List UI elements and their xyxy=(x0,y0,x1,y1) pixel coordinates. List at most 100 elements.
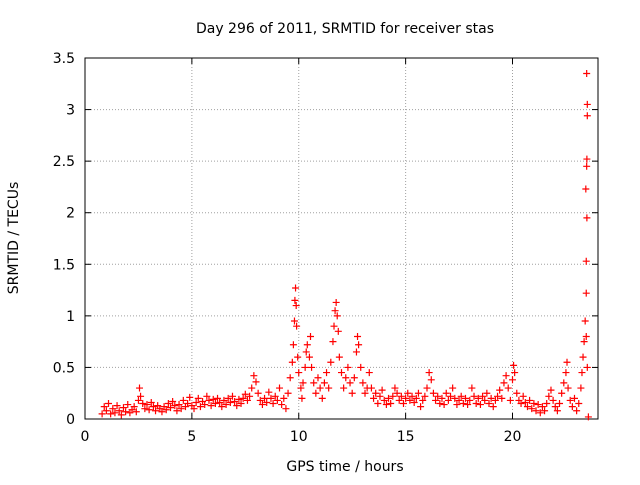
data-point xyxy=(582,185,590,193)
data-point xyxy=(290,317,298,325)
data-point xyxy=(243,396,251,404)
data-point xyxy=(496,386,504,394)
data-point xyxy=(376,392,384,400)
data-point xyxy=(583,155,591,163)
data-point xyxy=(564,384,572,392)
data-point xyxy=(457,392,465,400)
data-point xyxy=(152,407,160,415)
data-point xyxy=(211,400,219,408)
data-point xyxy=(288,358,296,366)
x-tick-label: 20 xyxy=(504,429,522,445)
data-point xyxy=(355,341,363,349)
data-point xyxy=(332,298,340,306)
data-point xyxy=(298,394,306,402)
data-point xyxy=(186,393,194,401)
data-point xyxy=(271,392,279,400)
data-point xyxy=(119,404,127,412)
data-point xyxy=(459,400,467,408)
data-point xyxy=(504,384,512,392)
data-point xyxy=(147,398,155,406)
data-point xyxy=(241,390,249,398)
data-point xyxy=(380,396,388,404)
data-point xyxy=(130,403,138,411)
data-point xyxy=(367,384,375,392)
data-point xyxy=(139,400,147,408)
data-point xyxy=(192,398,200,406)
x-axis-label: GPS time / hours xyxy=(286,459,403,475)
data-point xyxy=(513,389,521,397)
data-point xyxy=(357,363,365,371)
data-point xyxy=(575,400,583,408)
y-tick-label: 0 xyxy=(66,412,75,428)
data-point xyxy=(136,384,144,392)
data-point xyxy=(372,389,380,397)
data-point xyxy=(100,403,108,411)
data-point xyxy=(397,392,405,400)
data-point xyxy=(354,332,362,340)
data-point xyxy=(145,406,153,414)
data-point xyxy=(365,369,373,377)
data-point xyxy=(547,386,555,394)
data-point xyxy=(378,386,386,394)
data-point xyxy=(323,369,331,377)
data-point xyxy=(222,401,230,409)
data-point xyxy=(297,384,305,392)
data-point xyxy=(385,394,393,402)
data-point xyxy=(511,369,519,377)
data-point xyxy=(474,394,482,402)
data-point xyxy=(226,398,234,406)
data-point xyxy=(541,407,549,415)
data-point xyxy=(334,327,342,335)
data-point xyxy=(269,400,277,408)
data-point xyxy=(248,384,256,392)
data-point xyxy=(582,257,590,265)
data-point xyxy=(562,369,570,377)
data-point xyxy=(425,369,433,377)
data-point xyxy=(137,392,145,400)
data-point xyxy=(573,407,581,415)
data-point xyxy=(558,389,566,397)
data-point xyxy=(472,400,480,408)
data-point xyxy=(235,395,243,403)
data-point xyxy=(563,358,571,366)
y-tick-label: 1 xyxy=(66,309,75,325)
data-point xyxy=(292,302,300,310)
data-point xyxy=(442,389,450,397)
y-axis-label: SRMTID / TECUs xyxy=(6,182,22,295)
data-point xyxy=(171,402,179,410)
data-point xyxy=(246,392,254,400)
data-point xyxy=(509,376,516,384)
data-point xyxy=(273,396,281,404)
data-point xyxy=(205,396,213,404)
data-point xyxy=(479,392,487,400)
data-point xyxy=(263,398,271,406)
data-point xyxy=(184,400,192,408)
data-point xyxy=(329,338,337,346)
data-point xyxy=(265,388,273,396)
data-point xyxy=(267,394,275,402)
data-point xyxy=(536,409,544,417)
data-point xyxy=(427,376,435,384)
data-point xyxy=(487,394,495,402)
data-point xyxy=(325,384,333,392)
data-point xyxy=(239,394,247,402)
data-point xyxy=(179,396,187,404)
data-point xyxy=(543,400,551,408)
data-point xyxy=(387,400,395,408)
data-point xyxy=(282,405,290,413)
data-point xyxy=(291,296,299,304)
data-point xyxy=(254,389,262,397)
data-point xyxy=(466,396,474,404)
data-point xyxy=(335,353,343,361)
data-point xyxy=(489,403,497,411)
data-point xyxy=(374,400,382,408)
data-point xyxy=(519,392,527,400)
data-point xyxy=(491,396,499,404)
data-point xyxy=(423,384,431,392)
data-point xyxy=(545,392,553,400)
data-point xyxy=(481,396,489,404)
data-point xyxy=(352,348,360,356)
data-point xyxy=(105,400,113,408)
data-point xyxy=(134,396,142,404)
